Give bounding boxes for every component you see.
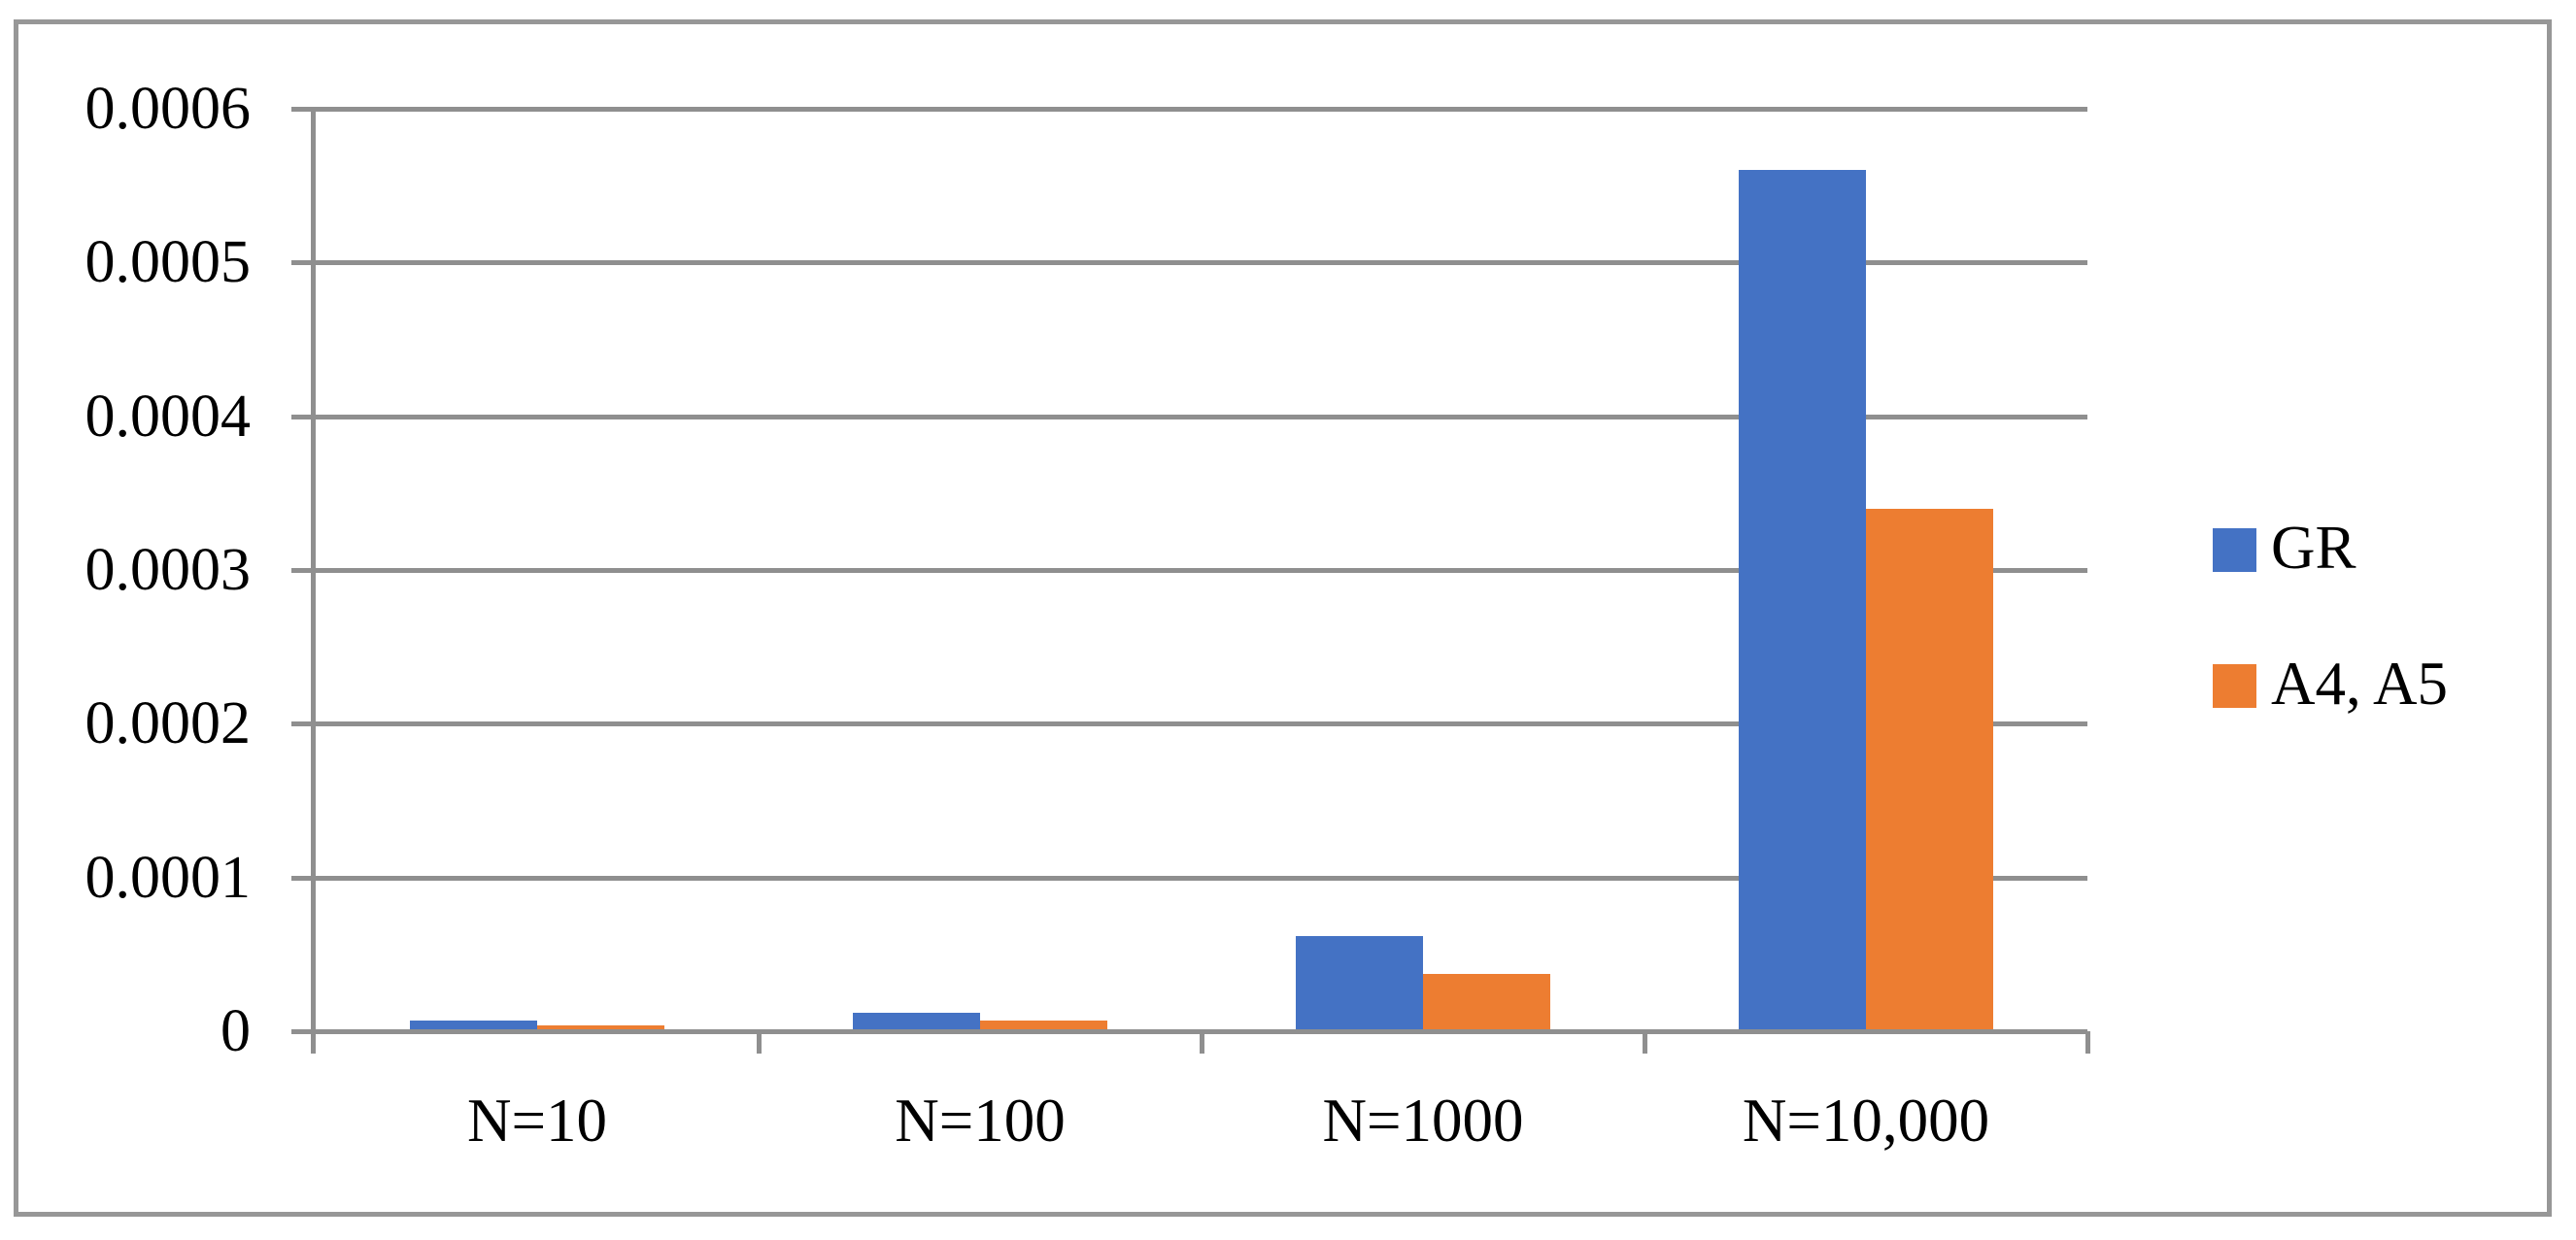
y-axis-tick-label: 0.0005 bbox=[85, 229, 252, 296]
y-axis-line bbox=[311, 107, 316, 1054]
y-axis-tick bbox=[291, 107, 316, 112]
x-axis-line bbox=[291, 1029, 2087, 1034]
y-axis-tick-label: 0.0003 bbox=[85, 537, 252, 603]
y-axis-tick-label: 0 bbox=[220, 998, 251, 1064]
y-axis-tick-label: 0.0001 bbox=[85, 844, 252, 911]
y-axis-tick bbox=[291, 875, 316, 881]
legend-swatch-a4a5-icon bbox=[2213, 664, 2256, 708]
bar-gr-n100 bbox=[853, 1013, 980, 1031]
bar-gr-n10 bbox=[410, 1020, 537, 1031]
x-axis-category-label: N=100 bbox=[895, 1087, 1066, 1155]
gridline bbox=[316, 414, 2087, 419]
legend-label-a4a5: A4, A5 bbox=[2271, 649, 2449, 718]
x-axis-category-label: N=1000 bbox=[1322, 1087, 1524, 1155]
y-axis-tick-label: 0.0006 bbox=[85, 76, 252, 142]
y-axis-tick bbox=[291, 260, 316, 266]
x-axis-tick bbox=[1643, 1031, 1647, 1054]
x-axis-tick bbox=[1200, 1031, 1204, 1054]
x-axis-tick bbox=[757, 1031, 762, 1054]
y-axis-tick-label: 0.0002 bbox=[85, 690, 252, 757]
bar-a4a5-n10 bbox=[537, 1024, 664, 1031]
bar-a4a5-n100 bbox=[980, 1020, 1107, 1031]
gridline bbox=[316, 107, 2087, 112]
gridline bbox=[316, 875, 2087, 881]
legend-swatch-gr-icon bbox=[2213, 528, 2256, 572]
bar-a4a5-n10000 bbox=[1866, 508, 1993, 1031]
y-axis-tick bbox=[291, 568, 316, 573]
x-axis-tick bbox=[2085, 1031, 2090, 1054]
y-axis-tick bbox=[291, 1029, 316, 1034]
y-axis-tick bbox=[291, 721, 316, 727]
gridline bbox=[316, 568, 2087, 573]
chart-border-frame bbox=[14, 19, 2552, 1217]
gridline bbox=[316, 260, 2087, 266]
gridline bbox=[316, 721, 2087, 727]
bar-gr-n10000 bbox=[1739, 170, 1866, 1031]
legend-label-gr: GR bbox=[2271, 513, 2356, 582]
x-axis-category-label: N=10,000 bbox=[1742, 1087, 1990, 1155]
bar-a4a5-n1000 bbox=[1423, 974, 1550, 1031]
bar-gr-n1000 bbox=[1296, 935, 1423, 1031]
plot-area bbox=[316, 107, 2087, 1031]
y-axis-tick bbox=[291, 414, 316, 419]
x-axis-category-label: N=10 bbox=[466, 1087, 608, 1155]
y-axis-tick-label: 0.0004 bbox=[85, 383, 252, 450]
